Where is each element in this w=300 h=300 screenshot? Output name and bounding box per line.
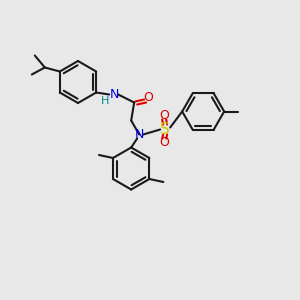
Text: O: O [159,109,169,122]
Text: O: O [159,136,169,149]
Text: H: H [101,97,110,106]
Text: N: N [134,128,144,141]
Text: S: S [160,122,170,137]
Text: N: N [110,88,119,101]
Text: O: O [143,91,153,104]
